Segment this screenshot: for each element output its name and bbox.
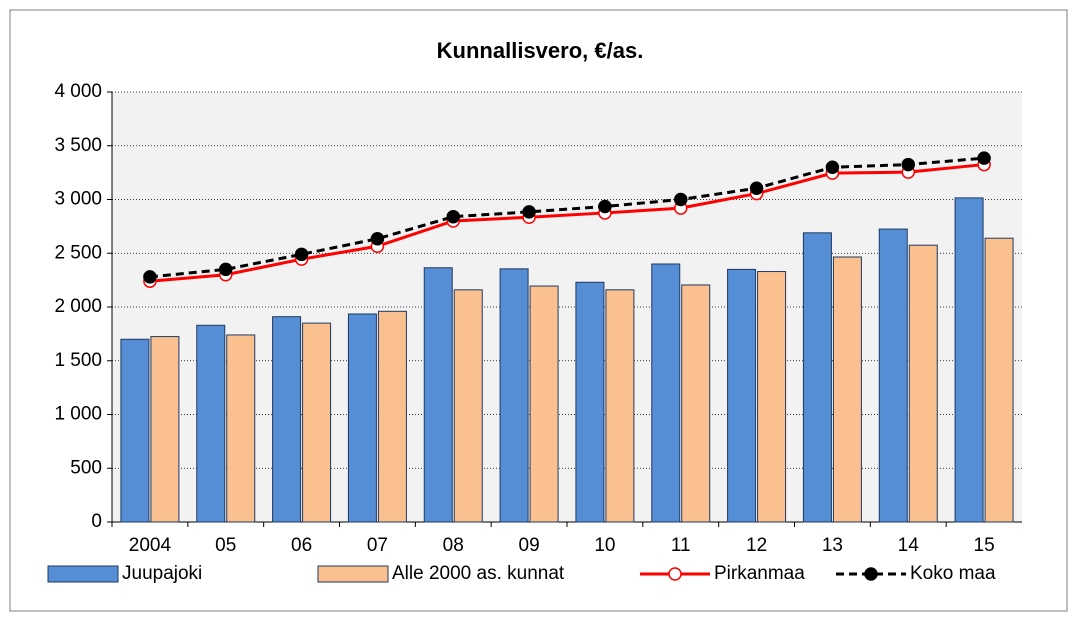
legend-label: Pirkanmaa <box>714 563 805 584</box>
legend-marker <box>668 567 682 581</box>
legend-marker <box>864 567 878 581</box>
x-tick-label: 11 <box>671 535 691 556</box>
bar <box>757 271 787 523</box>
bar <box>302 322 332 523</box>
bar <box>908 244 938 523</box>
marker <box>977 151 991 165</box>
x-tick-label: 06 <box>291 535 312 556</box>
bar <box>196 324 226 523</box>
bar <box>226 334 256 523</box>
bar <box>575 281 605 523</box>
legend-swatch <box>47 565 119 583</box>
legend-label: Alle 2000 as. kunnat <box>392 563 565 584</box>
bar <box>272 316 302 523</box>
bar <box>802 232 832 523</box>
marker <box>143 270 157 284</box>
y-tick-label: 4 000 <box>54 81 102 102</box>
bar <box>878 228 908 523</box>
bar <box>423 267 453 523</box>
y-tick-label: 2 500 <box>54 242 102 263</box>
x-tick-label: 13 <box>822 535 843 556</box>
bar <box>727 268 757 523</box>
bar <box>984 237 1014 523</box>
legend-swatch <box>317 565 389 583</box>
marker <box>522 205 536 219</box>
bar <box>377 310 407 523</box>
x-tick-label: 2004 <box>129 535 172 556</box>
legend-label: Juupajoki <box>122 563 202 584</box>
bar <box>499 268 529 523</box>
bar <box>529 285 559 523</box>
bar <box>150 336 180 523</box>
bar <box>347 313 377 523</box>
marker <box>598 199 612 214</box>
legend-label: Koko maa <box>910 563 996 584</box>
bar <box>832 256 862 523</box>
x-tick-label: 05 <box>215 535 236 556</box>
x-tick-label: 14 <box>898 535 920 556</box>
bar <box>605 289 635 523</box>
bar <box>120 338 150 523</box>
bar <box>954 197 984 523</box>
y-tick-label: 1 000 <box>54 404 102 425</box>
x-tick-label: 10 <box>594 535 615 556</box>
plot-area <box>112 92 1022 522</box>
line <box>149 156 985 279</box>
marker <box>749 181 764 195</box>
marker <box>370 231 385 246</box>
marker <box>219 262 233 277</box>
marker <box>901 157 915 172</box>
x-tick-label: 15 <box>974 535 995 556</box>
y-tick-label: 0 <box>91 511 102 532</box>
bar <box>453 289 483 523</box>
y-tick-label: 3 000 <box>54 189 102 210</box>
bar <box>651 263 681 523</box>
y-tick-label: 500 <box>70 457 102 478</box>
x-tick-label: 09 <box>519 535 540 556</box>
marker <box>294 247 309 262</box>
marker <box>446 209 460 224</box>
x-tick-label: 12 <box>746 535 767 556</box>
bar <box>681 284 711 523</box>
x-tick-label: 07 <box>367 535 388 556</box>
x-tick-label: 08 <box>443 535 464 556</box>
marker <box>674 192 688 207</box>
line <box>149 163 985 283</box>
y-tick-label: 2 000 <box>54 296 102 317</box>
marker <box>825 160 840 174</box>
chart-title: Kunnallisvero, €/as. <box>437 38 644 63</box>
y-tick-label: 1 500 <box>54 350 102 371</box>
y-tick-label: 3 500 <box>54 135 102 156</box>
